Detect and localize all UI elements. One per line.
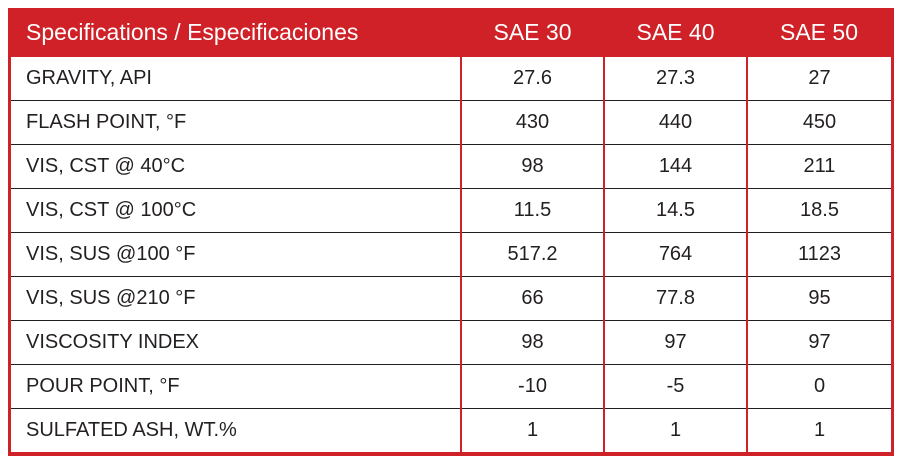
- row-label: VIS, SUS @100 °F: [11, 232, 461, 277]
- spec-table-body: GRAVITY, API 27.6 27.3 27 FLASH POINT, °…: [11, 57, 891, 452]
- column-header-sae50: SAE 50: [747, 8, 891, 57]
- row-value-sae50: 211: [746, 144, 891, 189]
- table-row: SULFATED ASH, WT.% 1 1 1: [11, 408, 891, 452]
- row-value-sae50: 95: [746, 276, 891, 321]
- spec-table: Specifications / Especificaciones SAE 30…: [11, 8, 891, 452]
- row-label: FLASH POINT, °F: [11, 100, 461, 145]
- row-value-sae50: 0: [746, 364, 891, 409]
- row-value-sae30: -10: [460, 364, 604, 409]
- row-value-sae50: 27: [746, 57, 891, 101]
- row-value-sae40: 440: [603, 100, 747, 145]
- row-value-sae50: 97: [746, 320, 891, 365]
- table-row: VISCOSITY INDEX 98 97 97: [11, 320, 891, 365]
- table-row: GRAVITY, API 27.6 27.3 27: [11, 57, 891, 101]
- row-label: VIS, SUS @210 °F: [11, 276, 461, 321]
- row-label: VIS, CST @ 40°C: [11, 144, 461, 189]
- row-value-sae40: 1: [603, 408, 747, 452]
- table-row: VIS, CST @ 100°C 11.5 14.5 18.5: [11, 188, 891, 233]
- row-value-sae30: 1: [460, 408, 604, 452]
- table-row: VIS, SUS @100 °F 517.2 764 1123: [11, 232, 891, 277]
- row-value-sae40: 27.3: [603, 57, 747, 101]
- row-value-sae40: 144: [603, 144, 747, 189]
- table-row: FLASH POINT, °F 430 440 450: [11, 100, 891, 145]
- row-value-sae30: 98: [460, 320, 604, 365]
- spec-table-frame: Specifications / Especificaciones SAE 30…: [8, 8, 894, 456]
- row-value-sae30: 27.6: [460, 57, 604, 101]
- row-value-sae40: 97: [603, 320, 747, 365]
- table-row: VIS, SUS @210 °F 66 77.8 95: [11, 276, 891, 321]
- row-value-sae30: 11.5: [460, 188, 604, 233]
- spec-table-header: Specifications / Especificaciones SAE 30…: [11, 8, 891, 57]
- row-label: POUR POINT, °F: [11, 364, 461, 409]
- table-row: VIS, CST @ 40°C 98 144 211: [11, 144, 891, 189]
- row-label: VISCOSITY INDEX: [11, 320, 461, 365]
- row-value-sae40: 14.5: [603, 188, 747, 233]
- row-value-sae30: 66: [460, 276, 604, 321]
- row-value-sae40: -5: [603, 364, 747, 409]
- row-value-sae50: 450: [746, 100, 891, 145]
- row-value-sae40: 764: [603, 232, 747, 277]
- column-header-sae30: SAE 30: [461, 8, 604, 57]
- table-title: Specifications / Especificaciones: [11, 8, 461, 57]
- row-value-sae30: 430: [460, 100, 604, 145]
- row-label: SULFATED ASH, WT.%: [11, 408, 461, 452]
- row-label: VIS, CST @ 100°C: [11, 188, 461, 233]
- header-row: Specifications / Especificaciones SAE 30…: [11, 8, 891, 57]
- row-value-sae30: 517.2: [460, 232, 604, 277]
- row-value-sae30: 98: [460, 144, 604, 189]
- row-value-sae50: 1123: [746, 232, 891, 277]
- row-value-sae40: 77.8: [603, 276, 747, 321]
- column-header-sae40: SAE 40: [604, 8, 747, 57]
- row-label: GRAVITY, API: [11, 57, 461, 101]
- table-row: POUR POINT, °F -10 -5 0: [11, 364, 891, 409]
- row-value-sae50: 18.5: [746, 188, 891, 233]
- row-value-sae50: 1: [746, 408, 891, 452]
